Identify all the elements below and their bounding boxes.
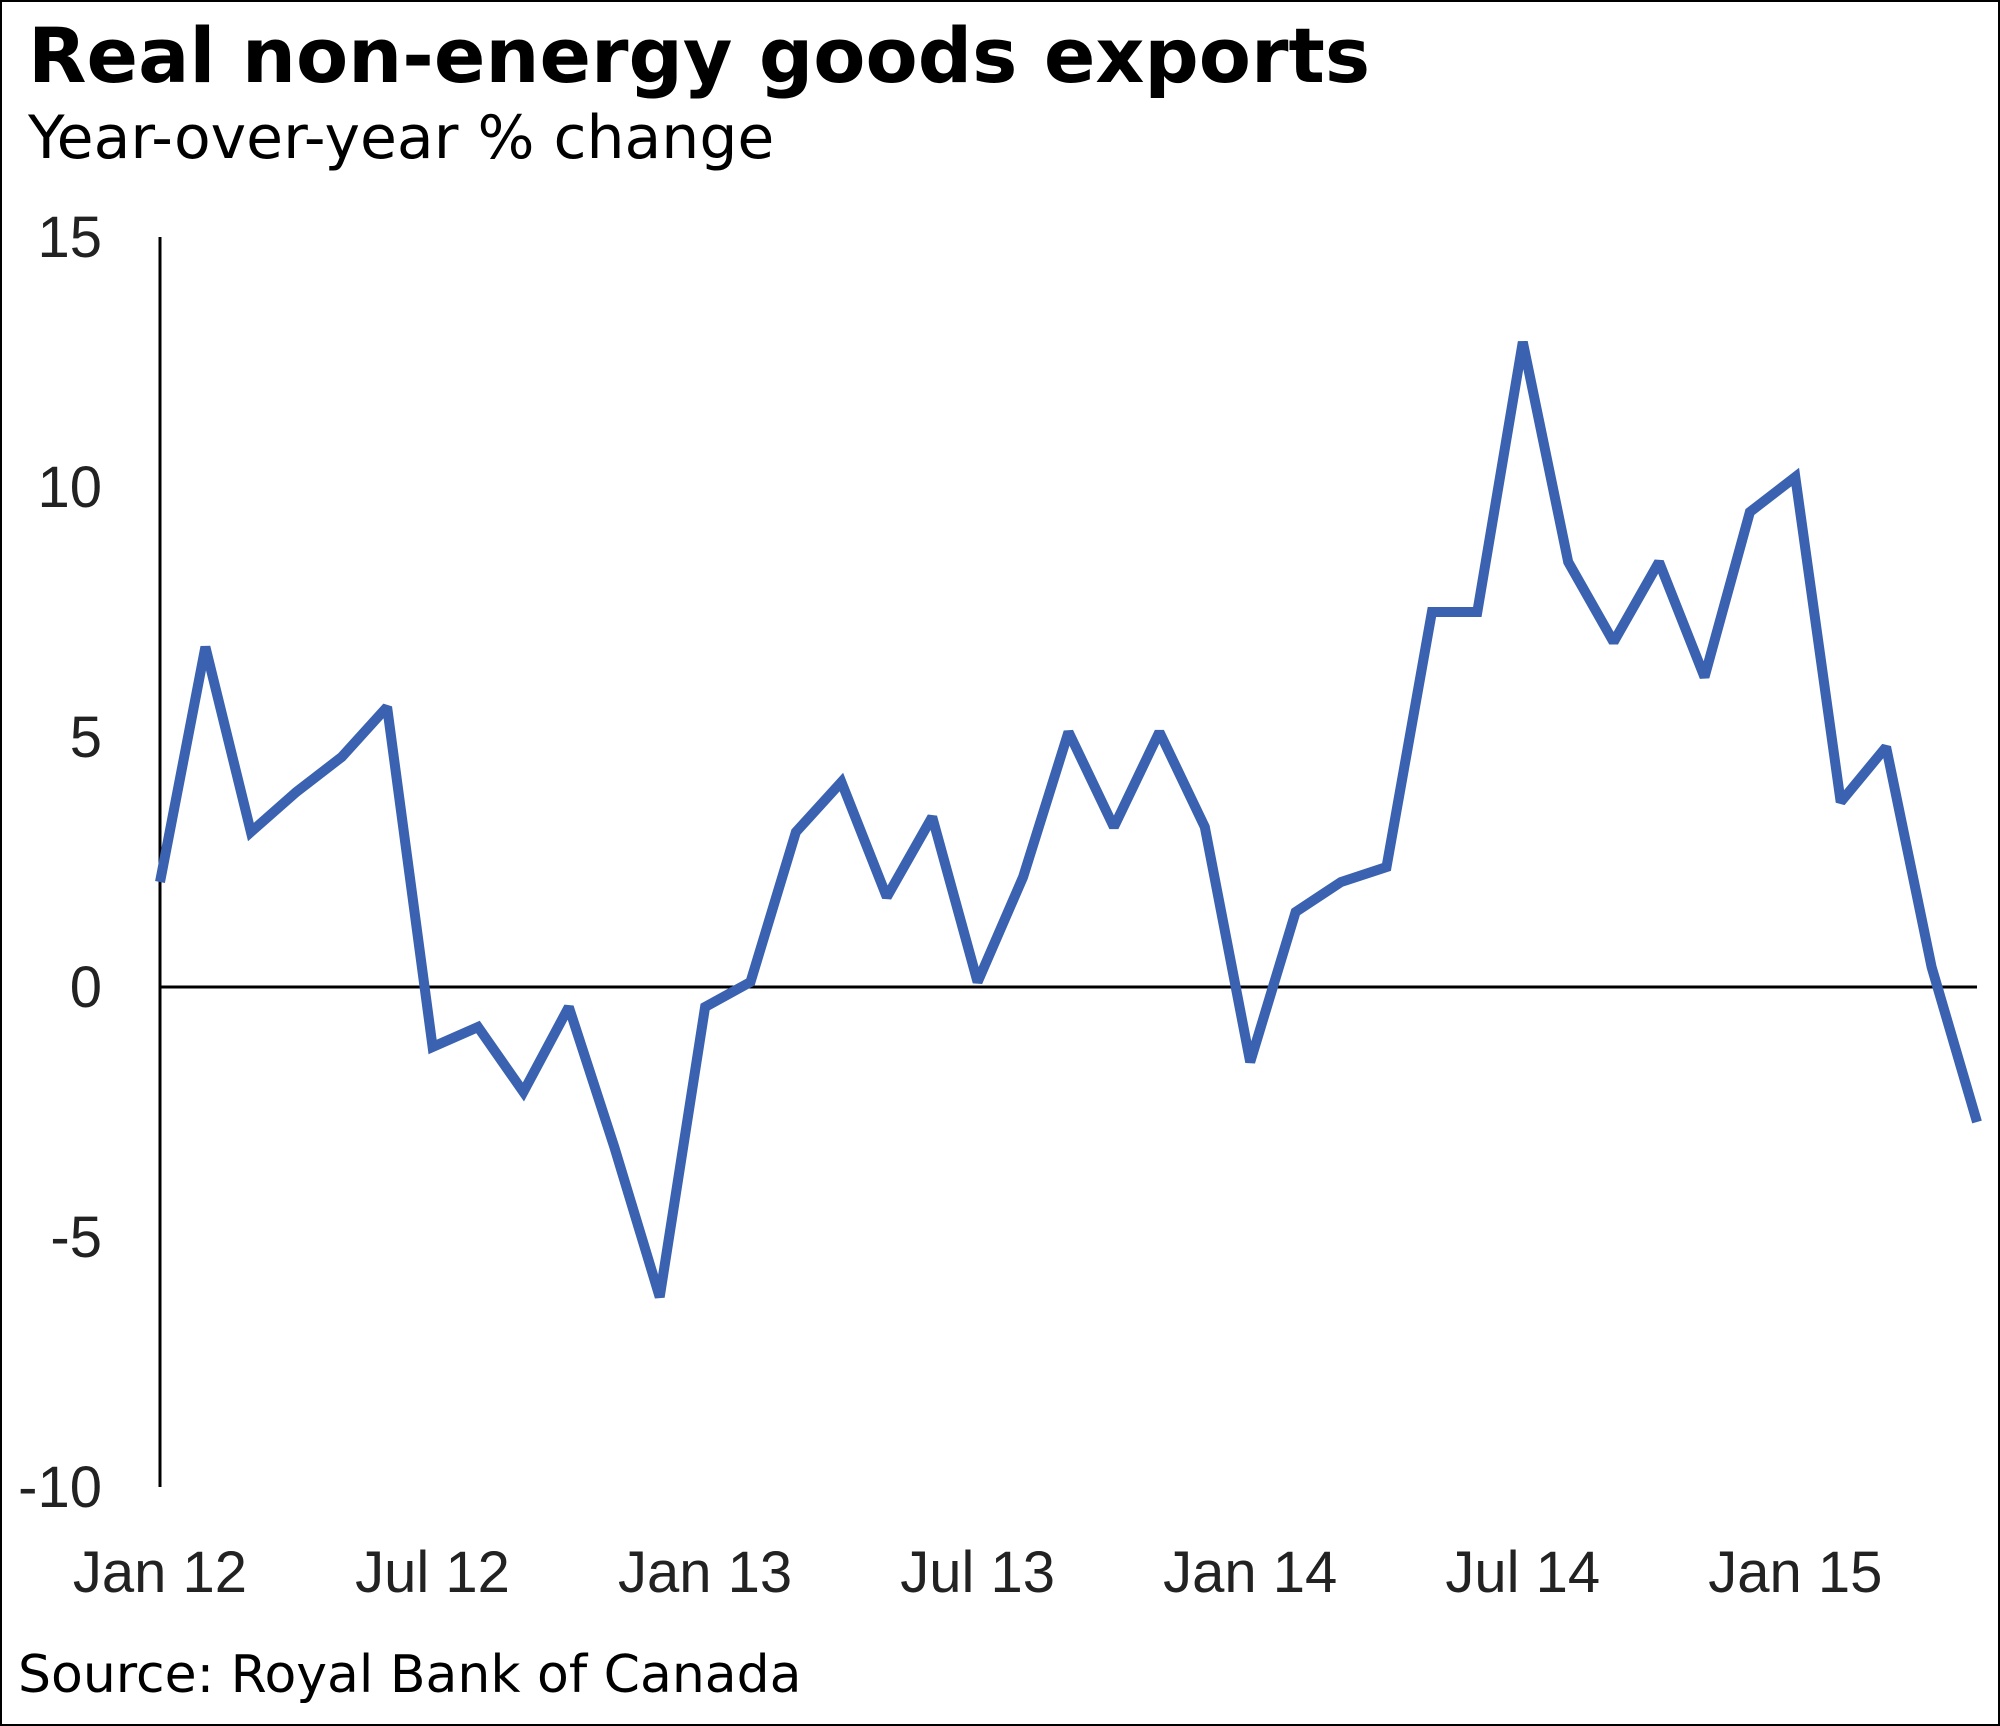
x-tick-label: Jul 14 [1445, 1540, 1600, 1605]
x-tick-label: Jan 12 [73, 1540, 247, 1605]
y-tick-label: 10 [37, 455, 102, 520]
series-line [155, 340, 1982, 1299]
x-tick-label: Jul 12 [355, 1540, 510, 1605]
axes [158, 237, 1977, 1487]
chart-title: Real non-energy goods exports [28, 11, 1371, 100]
x-tick-label: Jul 13 [900, 1540, 1055, 1605]
y-tick-label: 0 [70, 955, 102, 1020]
y-tick-label: 5 [70, 705, 102, 770]
y-tick-label: -10 [18, 1455, 102, 1520]
x-tick-labels: Jan 12 Jul 12 Jan 13 Jul 13 Jan 14 Jul 14 Jan … [73, 1540, 1882, 1605]
x-tick-label: Jan 14 [1163, 1540, 1337, 1605]
chart-subtitle: Year-over-year % change [28, 103, 775, 173]
y-tick-label: 15 [37, 205, 102, 270]
source-note: Source: Royal Bank of Canada [18, 1645, 802, 1705]
series-layer [155, 340, 1982, 1299]
x-tick-label: Jan 13 [618, 1540, 792, 1605]
y-tick-labels: 15 10 5 0 -5 -10 [18, 205, 102, 1520]
x-tick-label: Jan 15 [1708, 1540, 1882, 1605]
y-tick-label: -5 [50, 1205, 102, 1270]
